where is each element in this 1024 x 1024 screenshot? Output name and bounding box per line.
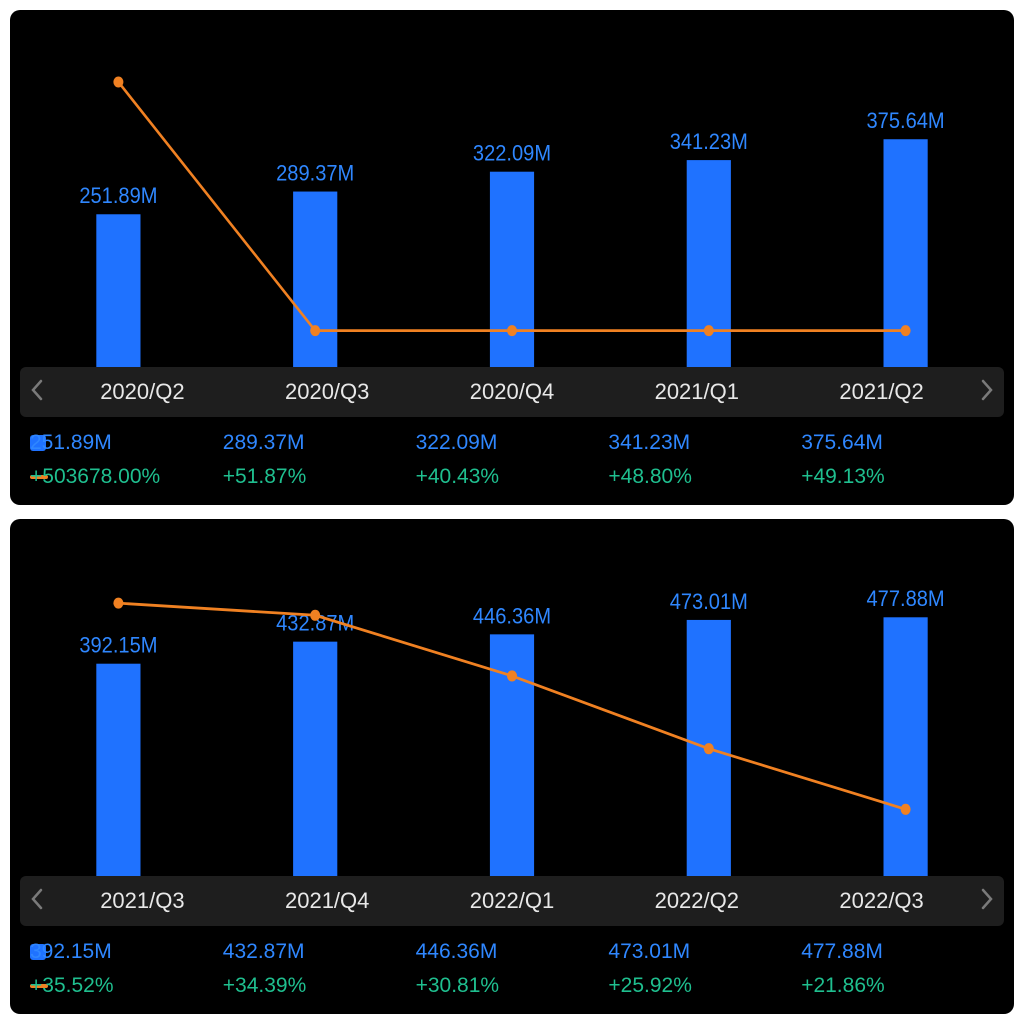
pct-cell: +21.86% <box>801 974 994 998</box>
bar-value-label: 392.15M <box>79 634 157 658</box>
trend-dot <box>704 743 714 754</box>
trend-dot <box>704 325 714 336</box>
bar-value-label: 375.64M <box>867 109 945 133</box>
trend-dot <box>113 76 123 87</box>
axis-label: 2022/Q1 <box>420 888 605 914</box>
chart-area-1: 392.15M432.87M446.36M473.01M477.88M <box>20 533 1004 876</box>
trend-dot <box>310 610 320 621</box>
bar-value-label: 251.89M <box>79 184 157 208</box>
axis-label: 2021/Q1 <box>604 379 789 405</box>
axis-label: 2021/Q4 <box>235 888 420 914</box>
trend-dot <box>113 598 123 609</box>
axis-label: 2022/Q3 <box>789 888 974 914</box>
axis-labels-1: 2021/Q3 2021/Q4 2022/Q1 2022/Q2 2022/Q3 <box>50 888 974 914</box>
pct-row-1: +35.52% +34.39% +30.81% +25.92% +21.86% <box>20 970 1004 1004</box>
chart-svg-0: 251.89M 289.37M 322.09M 341.23M 375.64M <box>20 24 1004 367</box>
axis-label: 2020/Q3 <box>235 379 420 405</box>
pct-cell: +48.80% <box>608 465 801 489</box>
pct-cell: +51.87% <box>223 465 416 489</box>
axis-row-1: 2021/Q3 2021/Q4 2022/Q1 2022/Q2 2022/Q3 <box>20 876 1004 926</box>
axis-label: 2020/Q2 <box>50 379 235 405</box>
bar-value-label: 322.09M <box>473 142 551 166</box>
bar-value-label: 341.23M <box>670 130 748 154</box>
value-row-1: 392.15M 432.87M 446.36M 473.01M 477.88M <box>20 936 1004 970</box>
pct-cell: +49.13% <box>801 465 994 489</box>
chart-svg-1: 392.15M432.87M446.36M473.01M477.88M <box>20 533 1004 876</box>
chart-panel-1: 392.15M432.87M446.36M473.01M477.88M 2021… <box>10 519 1014 1014</box>
pct-row-0: +503678.00% +51.87% +40.43% +48.80% +49.… <box>20 461 1004 495</box>
bar-value-label: 289.37M <box>276 162 354 186</box>
axis-label: 2021/Q3 <box>50 888 235 914</box>
bar <box>293 192 337 367</box>
bar-value-label: 446.36M <box>473 604 551 628</box>
axis-label: 2022/Q2 <box>604 888 789 914</box>
bar-value-label: 477.88M <box>867 587 945 611</box>
bar <box>293 642 337 876</box>
value-cell: 432.87M <box>223 940 416 964</box>
chevron-left-icon[interactable] <box>24 379 50 406</box>
value-cell: 392.15M <box>30 940 223 964</box>
axis-label: 2020/Q4 <box>420 379 605 405</box>
value-cell: 446.36M <box>416 940 609 964</box>
trend-dot <box>901 325 911 336</box>
axis-labels-0: 2020/Q2 2020/Q3 2020/Q4 2021/Q1 2021/Q2 <box>50 379 974 405</box>
value-cell: 289.37M <box>223 431 416 455</box>
value-cell: 341.23M <box>608 431 801 455</box>
value-cell: 322.09M <box>416 431 609 455</box>
value-cell: 375.64M <box>801 431 994 455</box>
value-cell: 473.01M <box>608 940 801 964</box>
bar <box>884 617 928 876</box>
chevron-right-icon[interactable] <box>974 379 1000 406</box>
pct-cell: +25.92% <box>608 974 801 998</box>
trend-dot <box>507 325 517 336</box>
value-cell: 251.89M <box>30 431 223 455</box>
value-cell: 477.88M <box>801 940 994 964</box>
trend-dot <box>901 804 911 815</box>
pct-cell: +34.39% <box>223 974 416 998</box>
trend-dot <box>310 325 320 336</box>
chevron-right-icon[interactable] <box>974 888 1000 915</box>
bar-value-label: 473.01M <box>670 590 748 614</box>
bar <box>96 214 140 367</box>
chart-panel-0: 251.89M289.37M322.09M341.23M375.64M 2020… <box>10 10 1014 505</box>
pct-cell: +35.52% <box>30 974 223 998</box>
pct-cell: +503678.00% <box>30 465 223 489</box>
chevron-left-icon[interactable] <box>24 888 50 915</box>
chart-area-0: 251.89M 289.37M 322.09M 341.23M 375.64M <box>20 24 1004 367</box>
trend-dot <box>507 670 517 681</box>
axis-row-0: 2020/Q2 2020/Q3 2020/Q4 2021/Q1 2021/Q2 <box>20 367 1004 417</box>
axis-label: 2021/Q2 <box>789 379 974 405</box>
bar <box>96 664 140 876</box>
bar <box>490 172 534 367</box>
value-row-0: 251.89M 289.37M 322.09M 341.23M 375.64M <box>20 427 1004 461</box>
pct-cell: +40.43% <box>416 465 609 489</box>
pct-cell: +30.81% <box>416 974 609 998</box>
